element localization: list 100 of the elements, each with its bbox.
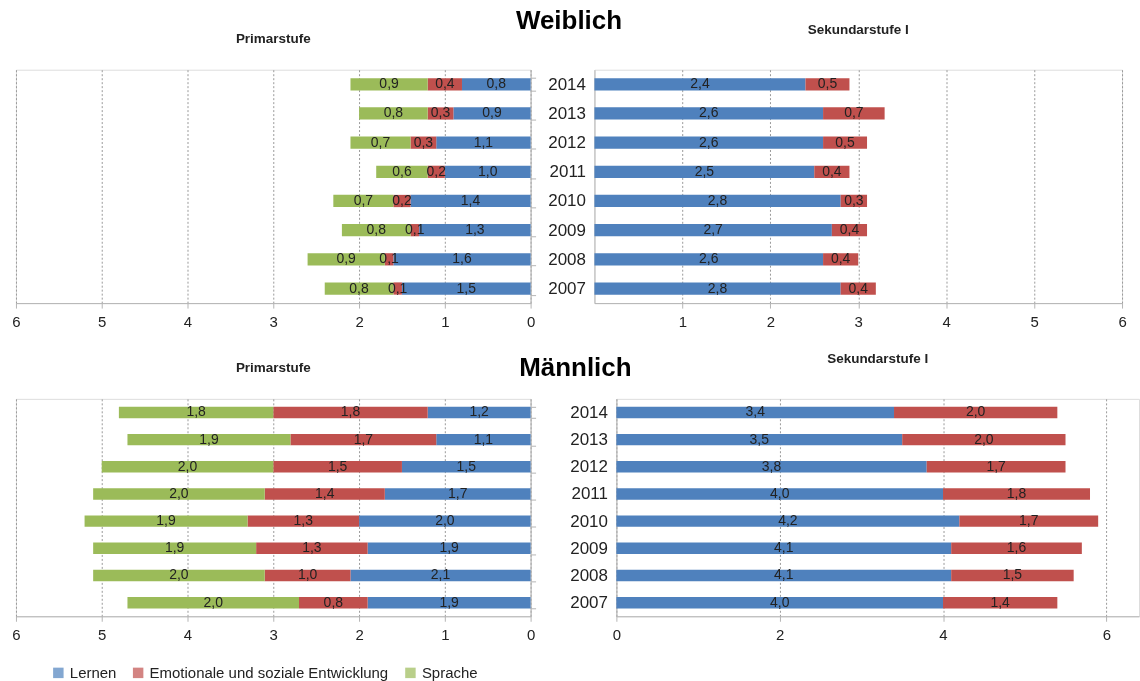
y-tick-label: 2013 (548, 103, 586, 123)
chart-title: Sekundarstufe I (807, 22, 909, 38)
x-tick-label: 5 (98, 625, 107, 643)
data-label: 2,0 (169, 566, 189, 583)
chart-title: Primarstufe (235, 31, 312, 47)
data-label: 1,1 (473, 430, 494, 447)
data-label: 1,3 (465, 221, 485, 238)
bar (367, 542, 531, 555)
bar (350, 569, 531, 582)
legend-label: Sprache (421, 663, 478, 681)
data-label: 0,9 (482, 104, 502, 121)
data-label: 1,6 (1006, 539, 1027, 556)
data-label: 0,4 (848, 279, 869, 296)
data-label: 3,5 (749, 430, 770, 447)
y-tick-label: 2014 (570, 402, 608, 422)
bar (264, 488, 385, 500)
data-label: 1,0 (297, 566, 318, 583)
data-label: 1,4 (990, 593, 1011, 610)
data-label: 1,5 (456, 457, 477, 474)
data-label: 2,1 (430, 566, 451, 583)
data-label: 0,3 (844, 191, 864, 208)
y-tick-label: 2012 (570, 457, 608, 477)
x-tick-label: 4 (939, 625, 948, 643)
y-tick-label: 2007 (548, 279, 586, 298)
bar (118, 406, 274, 419)
data-label: 0,5 (835, 133, 855, 150)
data-label: 2,0 (974, 430, 994, 447)
bar (959, 515, 1099, 527)
bar (290, 433, 437, 446)
data-label: 0,4 (822, 162, 842, 179)
data-label: 2,0 (169, 484, 189, 501)
data-label: 0,8 (323, 593, 344, 610)
bar (93, 488, 265, 500)
bar (410, 194, 531, 208)
y-tick-label: 2009 (548, 220, 586, 240)
x-tick-label: 3 (854, 312, 863, 330)
data-label: 1,7 (447, 484, 468, 501)
data-label: 4,1 (774, 539, 794, 556)
bar (902, 433, 1066, 446)
y-tick-label: 2012 (548, 133, 586, 153)
bar (444, 165, 531, 178)
data-label: 1,3 (302, 539, 322, 556)
x-tick-label: 5 (98, 312, 107, 330)
x-tick-label: 2 (766, 312, 775, 330)
x-tick-label: 5 (1030, 312, 1039, 330)
y-tick-label: 2008 (570, 565, 608, 585)
x-tick-label: 4 (183, 312, 193, 330)
data-label: 4,2 (778, 512, 798, 529)
chart-title: Primarstufe (235, 360, 312, 376)
data-label: 0,3 (413, 133, 434, 150)
x-tick-label: 6 (1102, 625, 1111, 643)
bar (594, 136, 824, 149)
bar (359, 515, 531, 527)
data-label: 1,7 (353, 430, 374, 447)
bar (943, 596, 1058, 609)
data-label: 0,8 (486, 75, 507, 92)
y-tick-label: 2008 (548, 249, 586, 269)
data-label: 1,0 (478, 162, 498, 179)
data-label: 1,9 (439, 593, 460, 610)
x-tick-label: 6 (12, 312, 21, 330)
bar (943, 488, 1091, 500)
x-tick-label: 1 (678, 312, 688, 330)
bar (823, 107, 885, 120)
data-label: 0,7 (353, 191, 374, 208)
y-tick-label: 2013 (570, 430, 608, 450)
bar (616, 515, 960, 527)
data-label: 1,2 (469, 403, 490, 420)
bar (951, 542, 1082, 555)
data-label: 2,6 (699, 104, 719, 121)
x-tick-label: 6 (12, 625, 21, 643)
data-label: 1,5 (456, 279, 477, 296)
y-tick-label: 2011 (571, 484, 608, 504)
data-label: 4,0 (770, 484, 790, 501)
bar (384, 488, 531, 500)
data-label: 2,4 (690, 75, 710, 92)
bar (616, 542, 952, 555)
x-tick-label: 2 (355, 625, 364, 643)
data-label: 2,0 (435, 512, 455, 529)
x-tick-label: 2 (776, 625, 785, 643)
data-label: 2,0 (965, 403, 986, 420)
data-label: 0,3 (430, 104, 451, 121)
data-label: 1,8 (340, 403, 361, 420)
data-label: 0,7 (844, 104, 864, 121)
data-label: 2,8 (707, 191, 728, 208)
bar (247, 515, 360, 527)
data-label: 1,4 (315, 484, 335, 501)
data-label: 2,6 (699, 250, 719, 267)
bar (436, 136, 531, 149)
bar (616, 461, 927, 473)
y-tick-label: 2010 (570, 511, 608, 531)
data-label: 0,4 (830, 250, 851, 267)
data-label: 1,5 (1002, 566, 1023, 583)
x-tick-label: 0 (612, 625, 622, 643)
bar (616, 488, 944, 500)
data-label: 0,7 (370, 133, 391, 150)
bar (127, 596, 300, 609)
data-label: 1,3 (293, 512, 314, 529)
data-label: 1,9 (164, 539, 185, 556)
data-label: 2,0 (177, 457, 198, 474)
bar (453, 107, 531, 120)
